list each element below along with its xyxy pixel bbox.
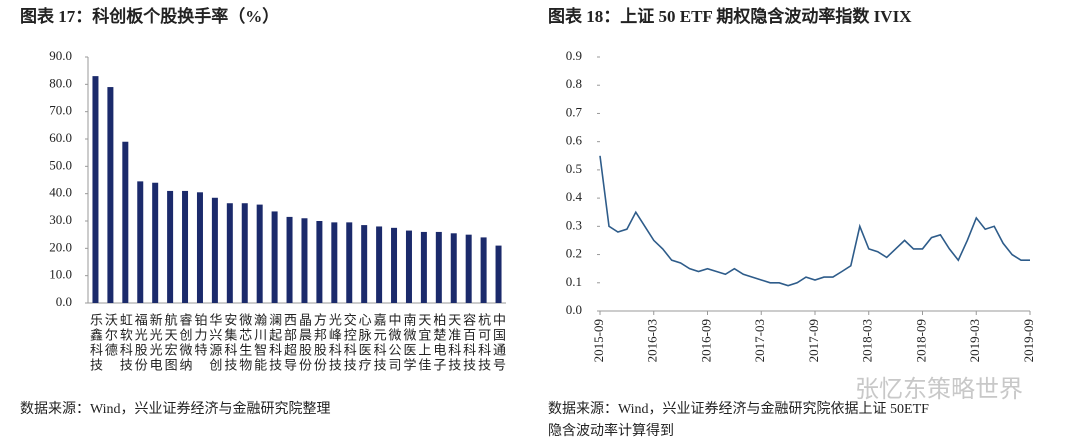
y-tick-label: 70.0	[49, 103, 72, 118]
bar	[107, 87, 114, 303]
x-tick-label: 天宜上佳	[416, 313, 431, 373]
x-tick-label: 2016-09	[698, 319, 713, 362]
x-tick-label: 2016-03	[645, 319, 660, 362]
bar	[92, 76, 99, 303]
source-note: 数据来源：Wind，兴业证券经济与金融研究院整理	[20, 401, 331, 417]
bar	[495, 245, 502, 303]
x-tick-label: 西部超导	[282, 313, 297, 373]
bar	[182, 190, 189, 303]
bar	[137, 181, 144, 303]
bar	[391, 227, 398, 303]
bar	[286, 216, 293, 303]
x-tick-label: 2019-03	[967, 319, 982, 362]
x-tick-label: 嘉元科技	[372, 313, 387, 373]
y-tick-label: 90.0	[49, 48, 72, 63]
x-tick-label: 2019-09	[1021, 319, 1036, 362]
bar	[167, 190, 174, 303]
bar	[376, 226, 383, 303]
x-tick-label: 铂力特	[192, 312, 207, 358]
bar	[465, 234, 472, 303]
bar	[256, 204, 263, 303]
x-tick-label: 虹软科技	[118, 313, 133, 373]
y-tick-label: 40.0	[49, 185, 72, 200]
bar	[196, 192, 203, 303]
line-series	[599, 155, 1030, 287]
bar	[331, 222, 338, 303]
y-tick-label: 10.0	[49, 267, 72, 282]
x-tick-label: 华兴源创	[207, 313, 222, 373]
bar	[226, 203, 233, 303]
x-tick-label: 安集科技	[222, 313, 237, 373]
bar	[420, 231, 427, 303]
y-tick-label: 0.9	[566, 48, 582, 63]
x-tick-label: 心脉医疗	[357, 313, 372, 373]
x-tick-label: 南微医学	[401, 312, 416, 373]
y-tick-label: 0.3	[566, 217, 582, 232]
y-tick-label: 0.5	[566, 161, 582, 176]
x-tick-label: 福光股份	[133, 313, 148, 373]
chart-title: 图表 18：上证 50 ETF 期权隐含波动率指数 IVIX	[548, 6, 912, 26]
bar	[301, 218, 308, 303]
source-note: 数据来源：Wind，兴业证券经济与金融研究院依据上证 50ETF	[548, 401, 929, 417]
bar	[361, 225, 368, 303]
x-tick-label: 2017-03	[752, 319, 767, 362]
bar	[241, 203, 248, 303]
bar	[316, 221, 323, 303]
bar	[450, 233, 457, 303]
bar	[346, 222, 353, 303]
bar	[152, 182, 159, 303]
x-tick-label: 2018-03	[860, 319, 875, 362]
x-tick-label: 航天宏图	[163, 312, 178, 373]
chart-title: 图表 17：科创板个股换手率（%）	[20, 6, 279, 26]
bar	[480, 237, 487, 303]
x-tick-label: 2017-09	[806, 319, 821, 362]
x-tick-label: 睿创微纳	[178, 313, 193, 373]
bar	[211, 197, 218, 303]
x-tick-label: 杭可科技	[476, 313, 491, 373]
x-tick-label: 柏楚电子	[431, 313, 446, 373]
bar	[271, 211, 278, 303]
bar	[435, 231, 442, 303]
x-tick-label: 中国通号	[491, 313, 506, 373]
x-tick-label: 2018-09	[913, 319, 928, 362]
bar	[405, 230, 412, 303]
x-tick-label: 2015-09	[591, 319, 606, 362]
x-tick-label: 沃尔德	[103, 313, 118, 358]
x-tick-label: 方邦股份	[312, 312, 327, 373]
y-tick-label: 0.2	[566, 246, 582, 261]
x-tick-label: 天准科技	[446, 313, 461, 373]
x-tick-label: 澜起科技	[267, 313, 282, 373]
x-tick-label: 容百科技	[461, 312, 476, 373]
y-tick-label: 80.0	[49, 75, 72, 90]
x-tick-label: 交控科技	[342, 312, 357, 373]
y-tick-label: 60.0	[49, 130, 72, 145]
x-tick-label: 晶晨股份	[297, 313, 312, 373]
watermark: 张忆东策略世界	[855, 375, 1023, 403]
y-tick-label: 0.6	[566, 133, 583, 148]
x-tick-label: 乐鑫科技	[88, 313, 103, 373]
y-tick-label: 50.0	[49, 157, 72, 172]
x-tick-label: 光峰科技	[327, 313, 342, 373]
y-tick-label: 0.8	[566, 76, 582, 91]
y-tick-label: 0.7	[566, 104, 583, 119]
y-tick-label: 30.0	[49, 212, 72, 227]
y-tick-label: 20.0	[49, 239, 72, 254]
y-tick-label: 0.0	[56, 294, 72, 309]
x-tick-label: 中微公司	[387, 313, 402, 373]
bar	[122, 141, 129, 303]
x-tick-label: 瀚川智能	[252, 313, 267, 373]
x-tick-label: 微芯生物	[237, 313, 252, 373]
y-tick-label: 0.4	[566, 189, 583, 204]
y-tick-label: 0.0	[566, 302, 582, 317]
source-note: 隐含波动率计算得到	[548, 422, 674, 439]
x-tick-label: 新光光电	[148, 312, 163, 373]
y-tick-label: 0.1	[566, 274, 582, 289]
